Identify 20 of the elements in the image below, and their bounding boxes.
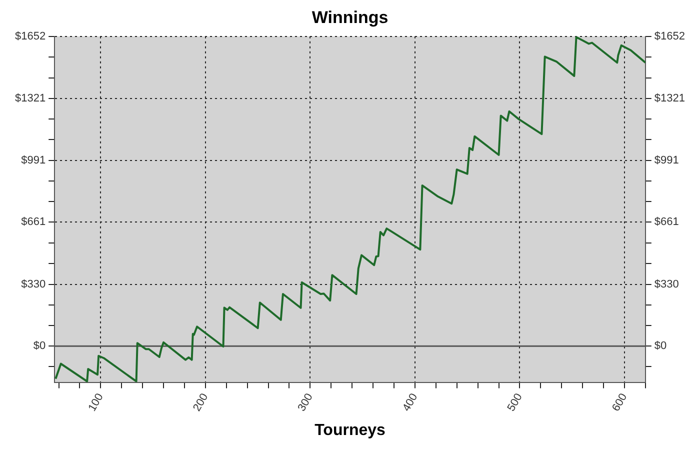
x-tick-label: 300: [296, 392, 316, 414]
x-tick-label: 500: [505, 392, 525, 414]
x-tick-label: 400: [400, 392, 420, 414]
y-tick-label: $661: [21, 216, 46, 228]
x-tick-label: 600: [610, 392, 630, 414]
y2-tick-label: $661: [654, 216, 679, 228]
y2-tick-label: $0: [654, 340, 667, 352]
y-tick-label: $330: [21, 278, 46, 290]
y-tick-label: $1652: [14, 30, 46, 42]
y2-tick-label: $1652: [654, 30, 686, 42]
chart-title: Winnings: [312, 8, 388, 27]
y-tick-label: $0: [33, 340, 46, 352]
x-tick-label: 200: [191, 392, 211, 414]
y2-tick-label: $1321: [654, 92, 686, 104]
x-axis-title: Tourneys: [314, 422, 386, 439]
x-tick-label: 100: [86, 392, 106, 414]
y-tick-label: $991: [21, 154, 46, 166]
y2-tick-label: $991: [654, 154, 679, 166]
y-tick-label: $1321: [14, 92, 46, 104]
y2-tick-label: $330: [654, 278, 679, 290]
